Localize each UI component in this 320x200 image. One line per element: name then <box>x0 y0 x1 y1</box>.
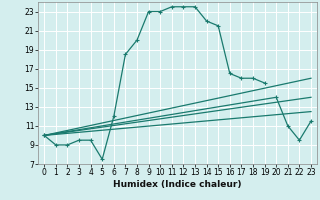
X-axis label: Humidex (Indice chaleur): Humidex (Indice chaleur) <box>113 180 242 189</box>
